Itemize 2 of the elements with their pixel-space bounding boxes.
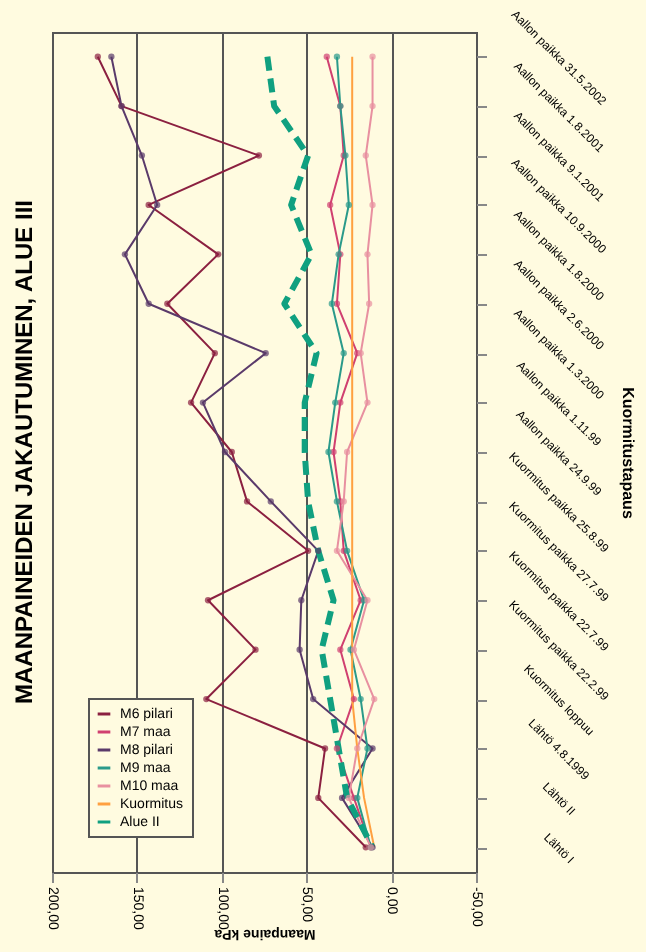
text: MAANPAINEIDEN JAKAUTUMINEN, ALUE III	[10, 199, 38, 705]
y-axis-title: Kuormitustapaus	[619, 387, 638, 520]
